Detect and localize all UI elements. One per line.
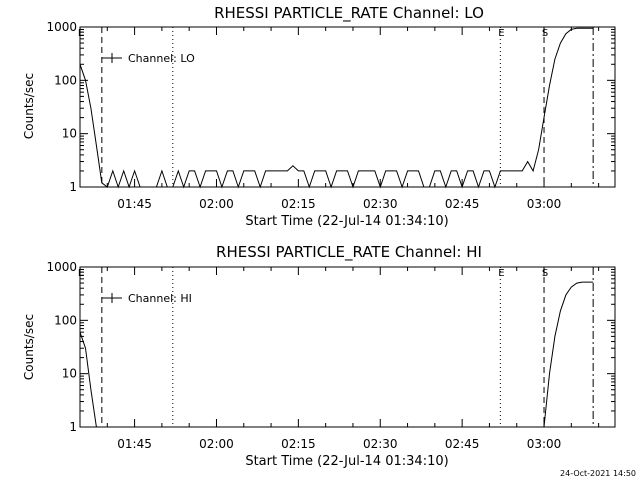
x-tick-label: 02:15 bbox=[281, 197, 316, 211]
y-tick-label: 1 bbox=[69, 180, 77, 194]
series-line bbox=[79, 281, 594, 428]
y-tick-label: 10 bbox=[62, 127, 77, 141]
legend: Channel: LO bbox=[102, 52, 195, 65]
x-tick-label: 02:00 bbox=[199, 197, 234, 211]
x-tick-label: 02:45 bbox=[445, 197, 480, 211]
y-tick-label: 10 bbox=[62, 367, 77, 381]
y-tick-label: 1 bbox=[69, 420, 77, 434]
panel-lo: RHESSI PARTICLE_RATE Channel: LO Counts/… bbox=[22, 4, 616, 229]
chart-title: RHESSI PARTICLE_RATE Channel: HI bbox=[216, 243, 482, 262]
x-tick-label: 02:45 bbox=[445, 437, 480, 451]
legend-label: Channel: HI bbox=[128, 292, 192, 305]
y-axis-label: Counts/sec bbox=[22, 73, 36, 139]
x-tick-label: 02:15 bbox=[281, 437, 316, 451]
y-tick-label: 100 bbox=[54, 73, 77, 87]
x-tick-label: 03:00 bbox=[527, 437, 562, 451]
y-tick-label: 1000 bbox=[46, 20, 77, 34]
panel-hi: RHESSI PARTICLE_RATE Channel: HI Counts/… bbox=[22, 243, 616, 469]
event-marker-label: E bbox=[498, 28, 504, 39]
series-line bbox=[79, 27, 594, 189]
event-marker-label: E bbox=[78, 268, 84, 279]
event-marker-label: S bbox=[542, 28, 548, 39]
x-tick-label: 02:30 bbox=[363, 197, 398, 211]
legend-label: Channel: LO bbox=[128, 52, 195, 65]
event-marker-label: E bbox=[498, 268, 504, 279]
x-tick-label: 01:45 bbox=[117, 437, 152, 451]
x-axis-label: Start Time (22-Jul-14 01:34:10) bbox=[245, 214, 448, 229]
plot-frame bbox=[79, 266, 616, 428]
x-tick-label: 02:30 bbox=[363, 437, 398, 451]
x-tick-label: 03:00 bbox=[527, 197, 562, 211]
y-tick-label: 100 bbox=[54, 313, 77, 327]
x-axis-label: Start Time (22-Jul-14 01:34:10) bbox=[245, 454, 448, 469]
y-axis-label: Counts/sec bbox=[22, 314, 36, 380]
y-tick-label: 1000 bbox=[46, 260, 77, 274]
x-tick-label: 01:45 bbox=[117, 197, 152, 211]
event-marker-label: S bbox=[542, 268, 548, 279]
event-marker-label: E bbox=[78, 28, 84, 39]
chart-title: RHESSI PARTICLE_RATE Channel: LO bbox=[214, 4, 484, 23]
legend: Channel: HI bbox=[102, 292, 192, 305]
footer-timestamp: 24-Oct-2021 14:50 bbox=[560, 469, 636, 478]
x-tick-label: 02:00 bbox=[199, 437, 234, 451]
